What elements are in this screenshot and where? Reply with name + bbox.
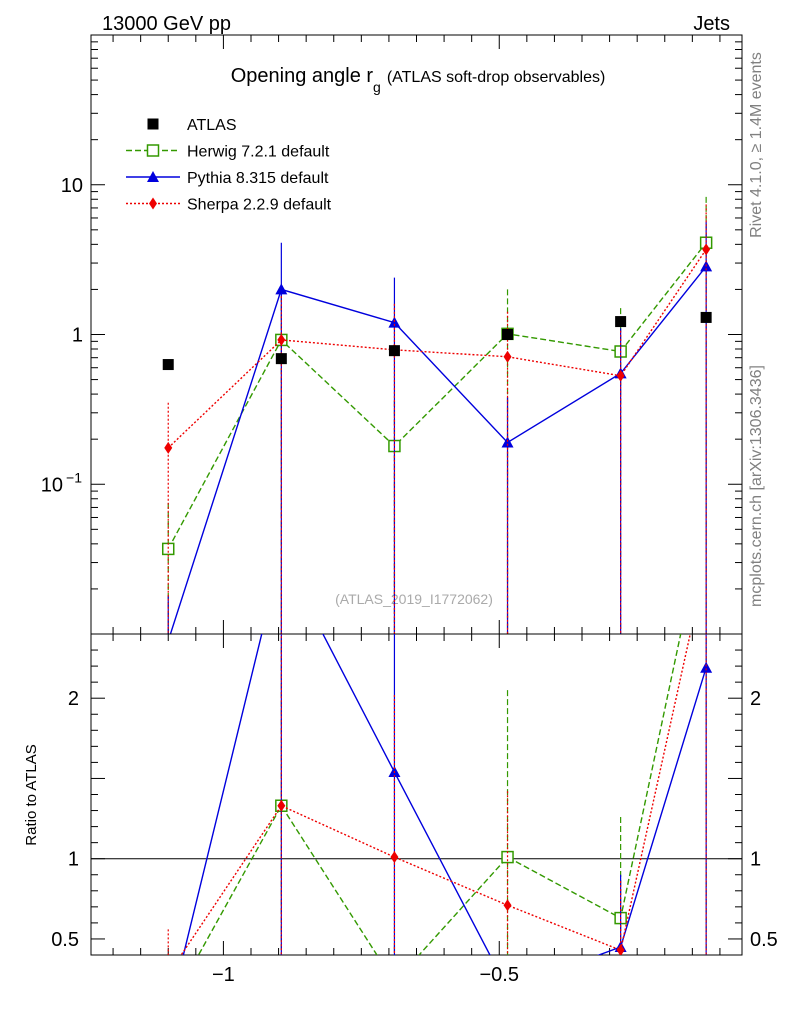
atlas-data-point [615, 316, 627, 328]
x-tick-label: −1 [212, 964, 235, 986]
ratio-series-area [162, 634, 713, 1022]
sherpa-point [616, 369, 625, 382]
ratio-frame [90, 633, 743, 956]
legend-entry-pythia: Pythia 8.315 default [126, 170, 329, 187]
sherpa-point [702, 243, 711, 256]
atlas-data-point [700, 311, 712, 323]
legend-label-herwig: Herwig 7.2.1 default [187, 144, 330, 161]
sherpa-series [164, 204, 711, 634]
category-label: Jets [693, 13, 730, 35]
atlas-data-series [162, 311, 712, 371]
pythia-series [167, 221, 713, 634]
chart-title-main: Opening angle r [231, 65, 374, 87]
legend-entry-herwig: Herwig 7.2.1 default [126, 144, 330, 161]
herwig-ratio-point [163, 1004, 174, 1015]
legend-entry-data: ATLAS [147, 117, 237, 134]
y-tick-label: 10 [61, 175, 83, 197]
main-series-area [161, 196, 713, 634]
pythia-point [388, 316, 401, 328]
legend-label-pythia: Pythia 8.315 default [187, 170, 329, 187]
herwig-series [161, 196, 713, 634]
sherpa-ratio-point [164, 968, 172, 980]
y-tick-label-exponent: −1 [66, 469, 82, 485]
energy-label: 13000 GeV pp [102, 13, 231, 35]
pythia-ratio-series [162, 634, 713, 1022]
mcplots-site-label: mcplots.cern.ch [arXiv:1306.3436] [748, 365, 765, 607]
chart-title: Opening angle rg (ATLAS soft-drop observa… [231, 65, 606, 95]
legend-marker-data [147, 118, 159, 130]
ratio-tick-label-right: 0.5 [750, 929, 778, 951]
atlas-data-point [502, 329, 514, 340]
ratio-axis-label: Ratio to ATLAS [23, 744, 40, 845]
chart-title-subscript: g [373, 79, 381, 95]
pythia-ratio-point [162, 1011, 174, 1022]
sherpa-point [164, 441, 173, 454]
legend-marker-herwig [146, 144, 160, 157]
y-tick-label: 10 [41, 474, 63, 496]
sherpa-ratio-point [503, 899, 512, 912]
legend-entry-sherpa: Sherpa 2.2.9 default [126, 197, 332, 214]
ratio-tick-label-left: 2 [68, 688, 79, 710]
y-tick-label: 1 [72, 325, 83, 347]
legend-marker-pythia [147, 171, 159, 182]
analysis-id-label: (ATLAS_2019_I1772062) [335, 591, 493, 607]
sherpa-point [277, 333, 286, 346]
herwig-ratio-line [197, 634, 682, 955]
sherpa-point [503, 350, 512, 363]
pythia-line [169, 265, 707, 634]
pythia-ratio-line [182, 634, 707, 955]
legend-label-data: ATLAS [187, 117, 237, 134]
herwig-line [167, 242, 707, 550]
ratio-tick-label-left: 1 [68, 849, 79, 871]
sherpa-ratio-point [616, 944, 625, 955]
ratio-tick-label-right: 2 [750, 688, 761, 710]
atlas-data-point [275, 353, 287, 365]
legend-marker-sherpa [149, 197, 157, 210]
atlas-data-point [162, 359, 174, 371]
sherpa-ratio-point [277, 799, 286, 812]
pythia-ratio-point [700, 661, 713, 673]
sherpa-ratio-point [390, 851, 399, 864]
herwig-ratio-point [389, 977, 400, 988]
x-tick-label: −0.5 [480, 964, 519, 986]
ratio-tick-label-left: 0.5 [51, 929, 79, 951]
sherpa-ratio-line [180, 634, 691, 955]
atlas-data-point [388, 345, 400, 357]
chart-subtitle: (ATLAS soft-drop observables) [387, 69, 605, 86]
pythia-point [501, 436, 514, 448]
pythia-point [275, 283, 288, 295]
ratio-tick-label-right: 1 [750, 849, 761, 871]
sherpa-ratio-series [164, 634, 707, 980]
legend-label-sherpa: Sherpa 2.2.9 default [187, 197, 332, 214]
rivet-version-label: Rivet 4.1.0, ≥ 1.4M events [748, 52, 765, 238]
ratio-plot-panel: −1 −0.5 2 2 1 1 0.5 0.5 [51, 633, 778, 1022]
chart-legend: ATLAS Herwig 7.2.1 default Pythia 8.315 de… [126, 117, 332, 214]
